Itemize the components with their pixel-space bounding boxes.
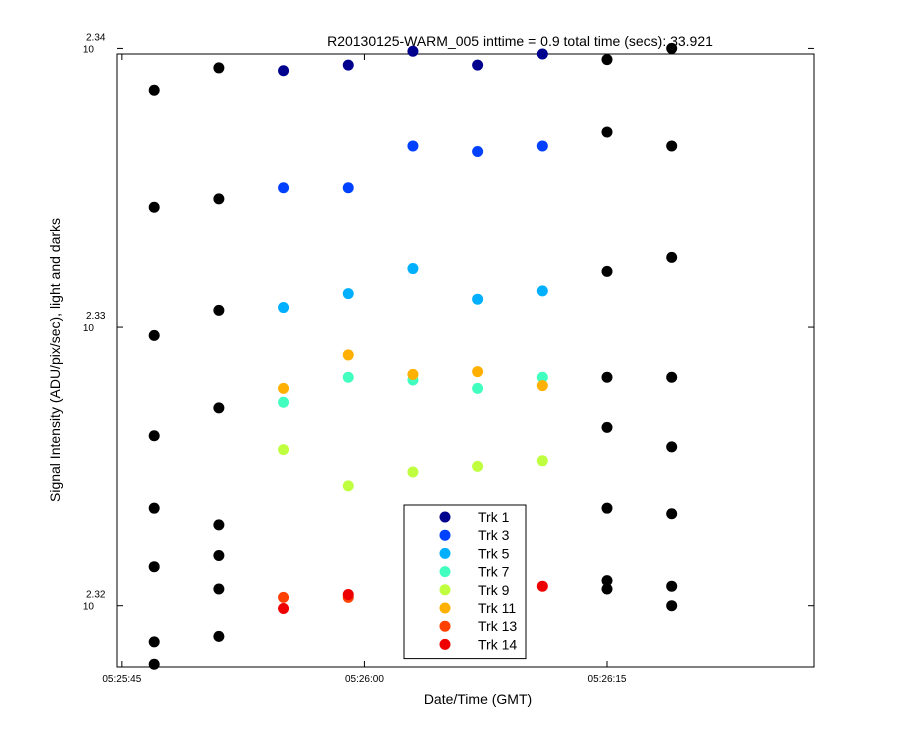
series-point <box>342 182 354 194</box>
series-point <box>536 140 548 152</box>
legend-label: Trk 14 <box>478 636 517 652</box>
y-tick-base: 10 <box>83 602 95 613</box>
series-point <box>407 466 419 478</box>
dark-point <box>601 54 613 66</box>
x-tick-label: 05:26:15 <box>588 674 627 685</box>
series-point <box>342 288 354 300</box>
series-point <box>407 368 419 380</box>
dark-point <box>666 371 678 383</box>
chart-title: R20130125-WARM_005 inttime = 0.9 total t… <box>327 33 713 49</box>
legend-label: Trk 1 <box>478 509 510 525</box>
dark-point <box>213 62 225 74</box>
x-tick-label: 05:26:00 <box>345 674 384 685</box>
series-point <box>536 285 548 297</box>
dark-point <box>666 508 678 520</box>
x-axis-label: Date/Time (GMT) <box>424 691 532 707</box>
dark-point <box>148 636 160 648</box>
legend-marker <box>439 511 451 523</box>
series-point <box>472 59 484 71</box>
series-point <box>278 396 290 408</box>
y-tick-exponent: 2.32 <box>86 590 106 601</box>
dark-point <box>213 583 225 595</box>
series-point <box>407 140 419 152</box>
dark-point <box>601 421 613 433</box>
dark-point <box>601 265 613 277</box>
legend-box <box>403 504 527 660</box>
dark-point <box>148 502 160 514</box>
dark-point <box>148 658 160 670</box>
series-point <box>472 382 484 394</box>
dark-point <box>148 561 160 573</box>
series-point <box>278 302 290 314</box>
dark-point <box>601 583 613 595</box>
y-axis-label: Signal Intensity (ADU/pix/sec), light an… <box>47 218 63 502</box>
dark-point <box>666 600 678 612</box>
legend-label: Trk 5 <box>478 545 510 561</box>
dark-point <box>213 193 225 205</box>
legend-marker <box>439 529 451 541</box>
legend-marker <box>439 566 451 578</box>
x-tick-label: 05:25:45 <box>102 674 141 685</box>
legend-marker <box>439 547 451 559</box>
legend-label: Trk 7 <box>478 564 510 580</box>
dark-point <box>213 630 225 642</box>
legend-label: Trk 3 <box>478 527 510 543</box>
series-point <box>472 366 484 378</box>
dark-point <box>148 84 160 96</box>
series-point <box>536 380 548 392</box>
series-point <box>342 59 354 71</box>
data-points <box>148 42 678 670</box>
series-point <box>472 146 484 158</box>
y-tick-base: 10 <box>83 323 95 334</box>
dark-point <box>213 519 225 531</box>
dark-point <box>148 201 160 213</box>
series-point <box>536 48 548 60</box>
dark-point <box>601 575 613 587</box>
series-point <box>472 460 484 472</box>
series-point <box>472 293 484 305</box>
series-point <box>342 480 354 492</box>
dark-point <box>666 42 678 54</box>
series-point <box>536 580 548 592</box>
series-point <box>342 371 354 383</box>
legend-marker <box>439 638 451 650</box>
series-point <box>407 45 419 57</box>
legend-label: Trk 13 <box>478 618 517 634</box>
series-point <box>407 263 419 275</box>
series-point <box>536 371 548 383</box>
y-tick-exponent: 2.33 <box>86 311 106 322</box>
dark-point <box>666 140 678 152</box>
y-tick-exponent: 2.34 <box>86 32 106 43</box>
legend-marker <box>439 620 451 632</box>
series-point <box>278 182 290 194</box>
y-tick-base: 10 <box>83 44 95 55</box>
series-point <box>278 602 290 614</box>
dark-point <box>601 502 613 514</box>
series-point <box>342 589 354 601</box>
legend-marker <box>439 584 451 596</box>
dark-point <box>601 126 613 138</box>
dark-point <box>666 441 678 453</box>
series-point <box>278 591 290 603</box>
dark-point <box>666 251 678 263</box>
legend-label: Trk 9 <box>478 582 510 598</box>
legend-label: Trk 11 <box>478 600 516 616</box>
dark-point <box>666 580 678 592</box>
series-point <box>278 382 290 394</box>
series-point <box>278 444 290 456</box>
series-point <box>536 455 548 467</box>
dark-point <box>601 371 613 383</box>
legend: Trk 1 Trk 3 Trk 5 Trk 7 Trk 9 Trk 11 Trk 13 Trk… <box>403 504 527 660</box>
dark-point <box>148 329 160 341</box>
dark-point <box>213 402 225 414</box>
legend-marker <box>439 602 451 614</box>
series-point <box>342 349 354 361</box>
dark-point <box>213 550 225 562</box>
dark-point <box>148 430 160 442</box>
dark-point <box>213 304 225 316</box>
series-point <box>278 65 290 77</box>
